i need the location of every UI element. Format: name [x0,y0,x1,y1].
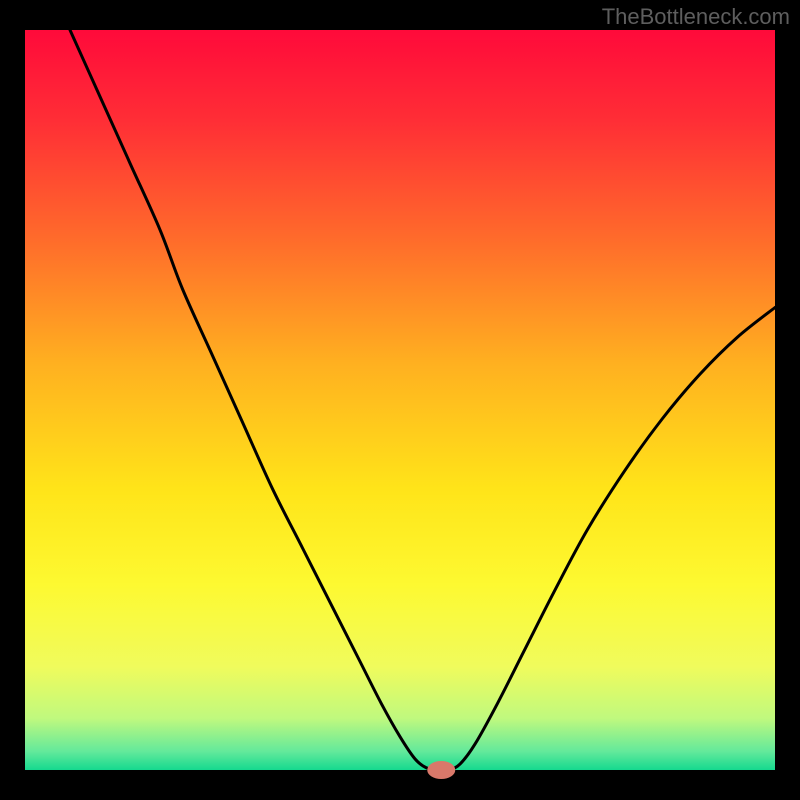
chart-svg [0,0,800,800]
optimal-marker [427,761,455,779]
chart-container: TheBottleneck.com [0,0,800,800]
gradient-background [25,30,775,770]
watermark-text: TheBottleneck.com [602,4,790,30]
